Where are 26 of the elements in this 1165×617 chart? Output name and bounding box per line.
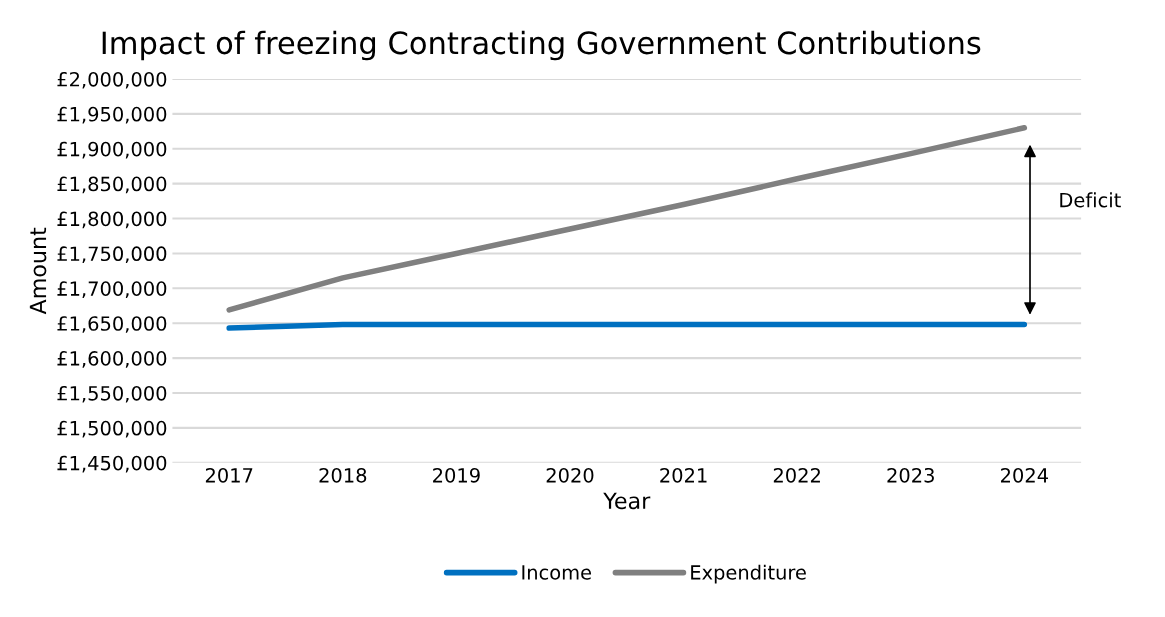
y-tick-label: £2,000,000: [57, 71, 167, 89]
y-tick-label: £1,750,000: [57, 246, 167, 264]
x-tick-label: 2022: [773, 467, 820, 483]
y-tick-label: £1,450,000: [57, 455, 167, 473]
x-tick-label: 2023: [887, 467, 934, 483]
y-tick-label: £1,650,000: [57, 316, 167, 333]
chart-title: Impact of freezing Contracting Government Contributions: [102, 30, 981, 61]
y-tick-label: £1,550,000: [57, 385, 167, 403]
legend-label: Expenditure: [691, 564, 806, 584]
legend-label: Income: [522, 565, 592, 580]
x-axis-title: Year: [603, 492, 651, 510]
x-tick-label: 2019: [433, 467, 480, 483]
y-tick-label: £1,600,000: [57, 351, 167, 368]
y-axis-title: Amount: [29, 227, 47, 315]
x-tick-label: 2017: [205, 467, 253, 483]
x-tick-label: 2020: [546, 467, 594, 483]
x-tick-label: 2018: [319, 467, 367, 483]
y-tick-label: £1,500,000: [57, 420, 167, 438]
y-tick-label: £1,700,000: [57, 281, 167, 298]
y-tick-label: £1,800,000: [57, 211, 167, 229]
x-tick-label: 2024: [1001, 467, 1048, 483]
x-tick-label: 2021: [660, 467, 707, 483]
y-tick-label: £1,850,000: [57, 176, 167, 194]
y-tick-label: £1,950,000: [57, 106, 167, 124]
y-tick-label: £1,900,000: [57, 141, 167, 159]
annotation: Deficit: [1060, 192, 1121, 208]
